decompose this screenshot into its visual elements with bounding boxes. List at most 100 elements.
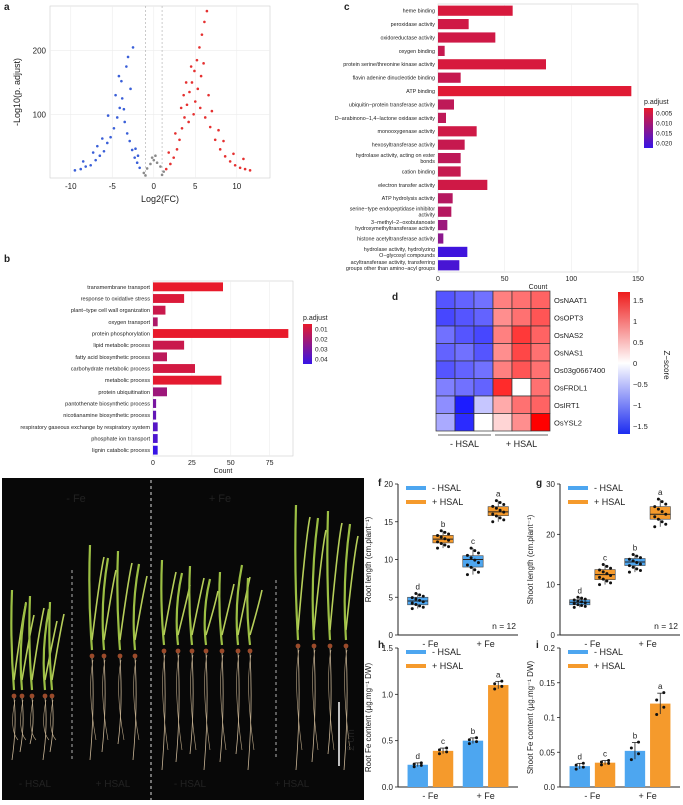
data-point: [190, 81, 194, 84]
data-point: [142, 171, 146, 175]
data-point: [164, 167, 168, 171]
bar: [407, 764, 428, 787]
data-point: [144, 174, 147, 177]
heatmap-cell: [454, 360, 475, 379]
seedling-root: [235, 652, 240, 755]
plant-photo: - Fe + Fe - HSAL + HSAL - HSAL + HSAL 2 cm: [2, 478, 364, 800]
x-tick-label: 10: [232, 182, 241, 191]
data-point: [498, 501, 502, 505]
data-point: [89, 163, 92, 167]
y-tick-label: 30: [546, 480, 555, 489]
legend-tick-label: 0.015: [656, 131, 673, 138]
treatment-label: - HSAL: [174, 779, 207, 790]
box-plot-f: 0 5 10 15 20 - Fe + Fe Root length (cm.plant⁻¹)…: [364, 480, 518, 649]
y-tick-label: 0.2: [544, 644, 556, 653]
data-point: [193, 69, 196, 73]
data-point: [598, 583, 602, 587]
category-label: hydroxymethyltransferase activity: [355, 226, 435, 232]
seedling-shoot: [294, 504, 300, 641]
data-point: [195, 58, 199, 62]
heatmap-cell: [473, 325, 494, 344]
bar: [153, 410, 157, 420]
data-point: [609, 581, 613, 585]
data-point: [662, 691, 666, 695]
scale-bar-label: 2 cm: [346, 729, 357, 751]
seedling-leaf: [297, 516, 311, 631]
data-point: [105, 141, 109, 145]
x-tick-label: 0: [436, 276, 440, 283]
data-point: [498, 508, 502, 512]
seedling-leaf: [345, 535, 359, 631]
data-point: [114, 93, 117, 97]
y-tick-label: 10: [384, 556, 393, 565]
data-point: [200, 33, 204, 36]
legend-tick-label: 0.03: [315, 347, 328, 354]
data-point: [500, 684, 504, 688]
category-label: hexosyltransferase activity: [372, 143, 436, 149]
heatmap-cell: [435, 413, 456, 432]
seedling-root: [43, 699, 50, 741]
seedling-root: [344, 649, 351, 751]
category-label: ubiquitin−protein transferase activity: [349, 102, 435, 108]
heatmap-cell: [530, 395, 551, 414]
x-tick-label: 0: [151, 460, 155, 467]
data-point: [203, 20, 206, 24]
data-point: [498, 516, 502, 520]
data-point: [207, 93, 210, 97]
seedling-leaf: [221, 583, 235, 636]
data-point: [228, 160, 232, 163]
category-label: D−arabinono−1,4−lactone oxidase activity: [335, 116, 436, 122]
data-point: [436, 540, 440, 544]
data-point: [605, 572, 609, 576]
data-point: [238, 166, 242, 170]
y-tick-label: 200: [33, 47, 47, 56]
y-axis-label: -Log10(p. adjust): [12, 58, 22, 126]
data-point: [465, 573, 469, 577]
category-label: peroxidase activity: [391, 22, 436, 28]
heatmap-cell: [454, 308, 475, 327]
seedling-root: [247, 652, 252, 771]
condition-label: - Fe: [66, 493, 86, 505]
category-label: oxygen transport: [108, 320, 150, 326]
seedling-leaf: [119, 562, 133, 641]
heatmap-cell: [473, 290, 494, 309]
y-axis-label: Shoot Fe content (µg.mg⁻¹ DW): [526, 661, 535, 775]
data-point: [473, 549, 477, 553]
bar-plot-i: 0.0 0.05 0.1 0.15 0.2 - Fe + Fe Shoot Fe conten…: [526, 644, 680, 801]
data-point: [123, 120, 127, 124]
category-label: cation binding: [402, 169, 435, 175]
data-point: [412, 762, 416, 766]
bar: [438, 179, 488, 190]
seedling-shoot: [188, 565, 194, 646]
seedling-shoot: [246, 577, 252, 646]
data-point: [631, 552, 635, 556]
row-label: OsIRT1: [554, 401, 580, 410]
data-point: [218, 148, 222, 151]
legend-label: + HSAL: [432, 661, 463, 671]
seedling-root: [343, 647, 348, 771]
bar: [438, 220, 448, 231]
data-point: [465, 563, 469, 567]
seedling-root: [117, 657, 122, 745]
data-point: [576, 599, 580, 603]
seed: [235, 648, 241, 654]
data-point: [439, 529, 443, 533]
seedling-root: [101, 657, 106, 753]
seedling-shoot: [343, 523, 352, 641]
seedling-root: [220, 654, 227, 751]
heatmap-cell: [492, 343, 513, 362]
seedling-leaf: [44, 620, 58, 681]
legend-tick-label: 0.020: [656, 141, 673, 148]
seed: [311, 643, 317, 649]
data-point: [502, 518, 506, 522]
category-label: response to oxidative stress: [81, 296, 151, 302]
heatmap-cell: [530, 413, 551, 432]
significance-letter: b: [633, 732, 638, 741]
seed: [29, 693, 35, 699]
heatmap-cell: [511, 308, 532, 327]
data-point: [208, 125, 212, 129]
data-point: [653, 515, 657, 519]
data-point: [493, 682, 497, 686]
data-point: [133, 156, 136, 159]
bar: [438, 99, 454, 110]
